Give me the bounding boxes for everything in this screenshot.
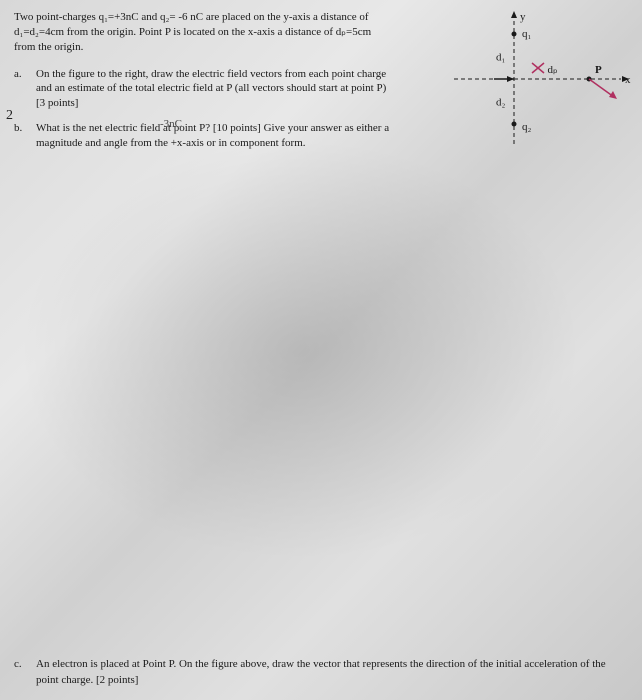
intro-text: Two point-charges q₁=+3nC and q₂= -6 nC … — [14, 10, 384, 55]
svg-text:d₂: d₂ — [496, 97, 506, 109]
svg-text:q₂: q₂ — [522, 121, 532, 133]
handwritten-margin-note: 2 — [6, 108, 13, 124]
svg-text:d₁: d₁ — [496, 52, 506, 64]
svg-text:y: y — [520, 11, 526, 23]
question-body: An electron is placed at Point P. On the… — [36, 657, 628, 688]
handwritten-strike-note: -3nC — [160, 118, 182, 130]
svg-text:P: P — [595, 64, 602, 76]
question-body: On the figure to the right, draw the ele… — [36, 67, 396, 112]
question-letter: c. — [14, 657, 36, 688]
question-body: What is the net electric field at point … — [36, 121, 396, 151]
question-c: c. An electron is placed at Point P. On … — [14, 657, 628, 688]
question-letter: a. — [14, 67, 36, 112]
question-letter: b. — [14, 121, 36, 151]
svg-text:q₁: q₁ — [522, 28, 532, 40]
page: Two point-charges q₁=+3nC and q₂= -6 nC … — [0, 0, 642, 700]
svg-text:x: x — [625, 74, 631, 86]
coordinate-diagram: y x q₁ q₂ d₁ d₂ dₚ P — [434, 4, 634, 154]
svg-text:dₚ: dₚ — [548, 64, 559, 76]
